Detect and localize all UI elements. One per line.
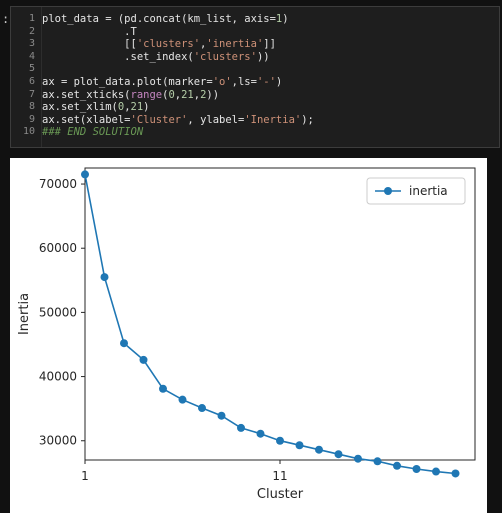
- code-token: , ylabel=: [187, 113, 245, 126]
- data-point: [315, 445, 323, 454]
- code-line: plot_data = (pd.concat(km_list, axis=1): [42, 13, 314, 26]
- code-line: .T: [42, 26, 314, 39]
- x-tick-label: 1: [81, 469, 89, 483]
- data-point: [354, 454, 362, 463]
- y-tick-label: 60000: [39, 241, 77, 255]
- code-line: [['clusters','inertia']]: [42, 38, 314, 51]
- code-token: 'o': [212, 75, 232, 88]
- legend-marker: [384, 187, 392, 195]
- code-token: ,ls=: [231, 75, 257, 88]
- code-token: ]]: [263, 38, 276, 51]
- y-tick-label: 40000: [39, 370, 77, 384]
- data-point: [100, 273, 109, 282]
- code-token: plot_data = (pd.concat(km_list, axis=: [42, 13, 276, 25]
- data-point: [217, 411, 226, 420]
- code-token: ,: [200, 38, 207, 51]
- x-axis-label: Cluster: [257, 487, 304, 502]
- code-token: .set_index(: [42, 50, 194, 63]
- y-tick-label: 30000: [39, 434, 77, 448]
- code-line: ax.set_xlim(0,21): [42, 101, 314, 114]
- code-editor[interactable]: plot_data = (pd.concat(km_list, axis=1) …: [42, 13, 314, 139]
- data-point: [256, 429, 265, 438]
- code-token: 'inertia': [206, 38, 264, 51]
- code-line: ax.set(xlabel='Cluster', ylabel='Inertia…: [42, 114, 314, 127]
- code-token: ax.set_xticks(: [42, 88, 131, 101]
- code-token: ): [143, 101, 150, 114]
- y-tick-label: 50000: [39, 305, 77, 319]
- data-point: [81, 170, 89, 179]
- code-token: ax.set_xlim(: [42, 101, 118, 114]
- line-number: 5: [28, 63, 35, 75]
- y-axis-label: Inertia: [17, 293, 32, 335]
- line-number: 9: [28, 113, 35, 125]
- code-token: 'clusters': [193, 50, 257, 63]
- code-token: ,: [174, 88, 182, 101]
- legend-label: inertia: [409, 184, 448, 198]
- code-token: 1: [275, 13, 283, 25]
- code-cell[interactable]: 1 2 3 4 5 6 7 8 9 10 plot_data = (pd.concat(km_li…: [10, 6, 500, 148]
- data-point: [373, 457, 382, 466]
- plot-output: 30000 40000 50000 60000 70000 1 11 Cluster Inert…: [10, 158, 487, 513]
- code-line: ax.set_xticks(range(0,21,2)): [42, 89, 314, 102]
- y-tick-label: 70000: [39, 177, 77, 191]
- code-line: [42, 63, 314, 76]
- data-point: [334, 450, 343, 459]
- series-line-inertia: [84, 174, 456, 475]
- code-token: )): [256, 50, 270, 63]
- line-number: 3: [28, 38, 35, 50]
- line-number: 2: [28, 25, 35, 37]
- code-line: .set_index('clusters')): [42, 51, 314, 64]
- code-token: ,: [193, 88, 201, 101]
- code-token: ### END SOLUTION: [42, 126, 144, 139]
- code-token: 21: [130, 101, 144, 114]
- code-token: 'clusters': [136, 38, 201, 51]
- data-point: [159, 384, 167, 393]
- data-point: [451, 469, 460, 478]
- x-tick-label: 11: [272, 469, 287, 483]
- data-point: [412, 464, 421, 473]
- data-point: [178, 395, 187, 404]
- code-token: .T: [42, 25, 137, 38]
- code-token: (: [162, 88, 169, 101]
- line-number: 4: [28, 50, 35, 62]
- code-line: ### END SOLUTION: [42, 126, 314, 139]
- line-number: 8: [28, 101, 35, 113]
- line-number: 6: [28, 75, 35, 87]
- data-point: [393, 461, 401, 470]
- code-token: range: [130, 88, 163, 101]
- line-number: 1: [28, 13, 35, 24]
- data-point: [120, 339, 128, 348]
- code-token: )): [206, 88, 220, 101]
- legend-box: [366, 177, 466, 205]
- data-point: [198, 404, 206, 413]
- code-token: [[: [42, 38, 137, 51]
- line-number: 10: [22, 126, 35, 138]
- code-token: ): [275, 75, 283, 88]
- plot-frame: [84, 167, 476, 461]
- data-point: [295, 441, 304, 450]
- code-token: );: [301, 113, 314, 126]
- data-point: [276, 436, 284, 445]
- code-token: ,: [124, 101, 131, 114]
- data-point: [139, 355, 148, 364]
- code-token: 'Cluster': [130, 113, 188, 126]
- code-token: ax.set(xlabel=: [42, 113, 131, 126]
- gutter-separator: [41, 7, 42, 147]
- code-token: ax = plot_data.plot(marker=: [42, 75, 213, 88]
- code-token: '-': [256, 75, 276, 88]
- data-point: [432, 467, 440, 476]
- line-number-gutter: 1 2 3 4 5 6 7 8 9 10: [11, 13, 35, 139]
- data-point: [237, 423, 245, 432]
- code-token: 0: [168, 88, 175, 101]
- cell-prompt-marker: :: [2, 12, 10, 26]
- code-token: ): [282, 13, 289, 25]
- code-token: 'Inertia': [244, 113, 302, 126]
- line-number: 7: [28, 88, 35, 100]
- code-line: ax = plot_data.plot(marker='o',ls='-'): [42, 76, 314, 89]
- code-token: 2: [200, 88, 207, 101]
- code-token: 21: [181, 88, 194, 101]
- code-token: 0: [117, 101, 125, 114]
